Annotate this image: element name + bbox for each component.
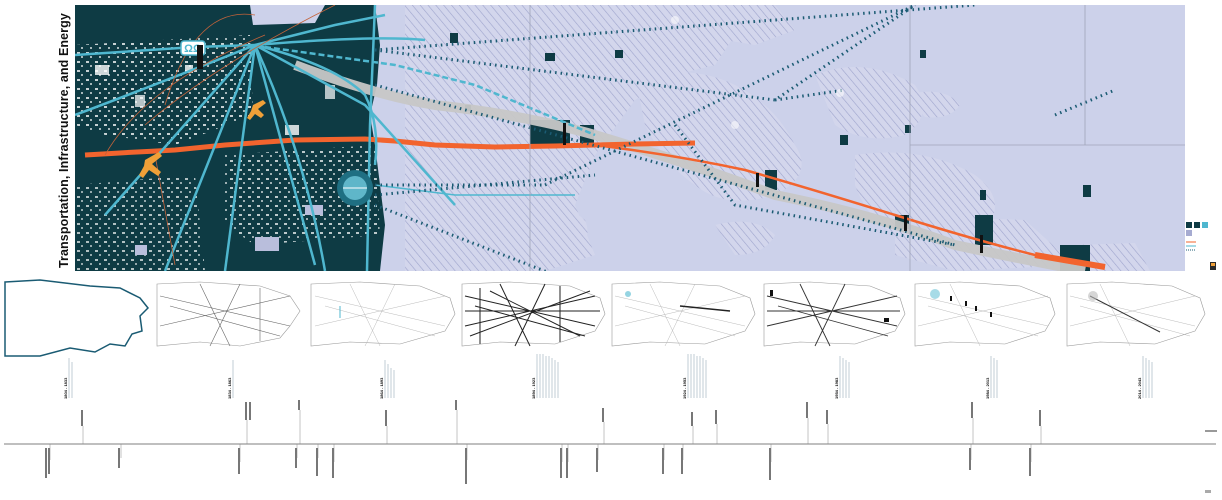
- air-routes: [104, 5, 336, 266]
- map-panel: ΩΩ: [75, 5, 1185, 271]
- transit-corridor: [293, 60, 1086, 271]
- airplane-icon: [139, 100, 266, 178]
- timeline-ticks: [49, 410, 1042, 462]
- page-title: Transportation, Infrastructure, and Ener…: [57, 13, 71, 268]
- timeline-notes: [45, 400, 1041, 484]
- era-map-1804: [4, 279, 150, 357]
- county-boundaries: [529, 5, 1185, 271]
- rail-lines: [75, 5, 596, 271]
- energy-lines: [374, 5, 1116, 271]
- map-canvas: ΩΩ: [75, 5, 1185, 271]
- reservoir: [337, 170, 373, 206]
- era-notes: [68, 354, 1153, 398]
- era-thumbnails: [4, 279, 1206, 357]
- highway-west: [84, 136, 696, 158]
- station-markers: [563, 123, 983, 253]
- map-legend: [1186, 222, 1216, 270]
- timeline: [4, 400, 1217, 493]
- white-dots: [671, 16, 844, 129]
